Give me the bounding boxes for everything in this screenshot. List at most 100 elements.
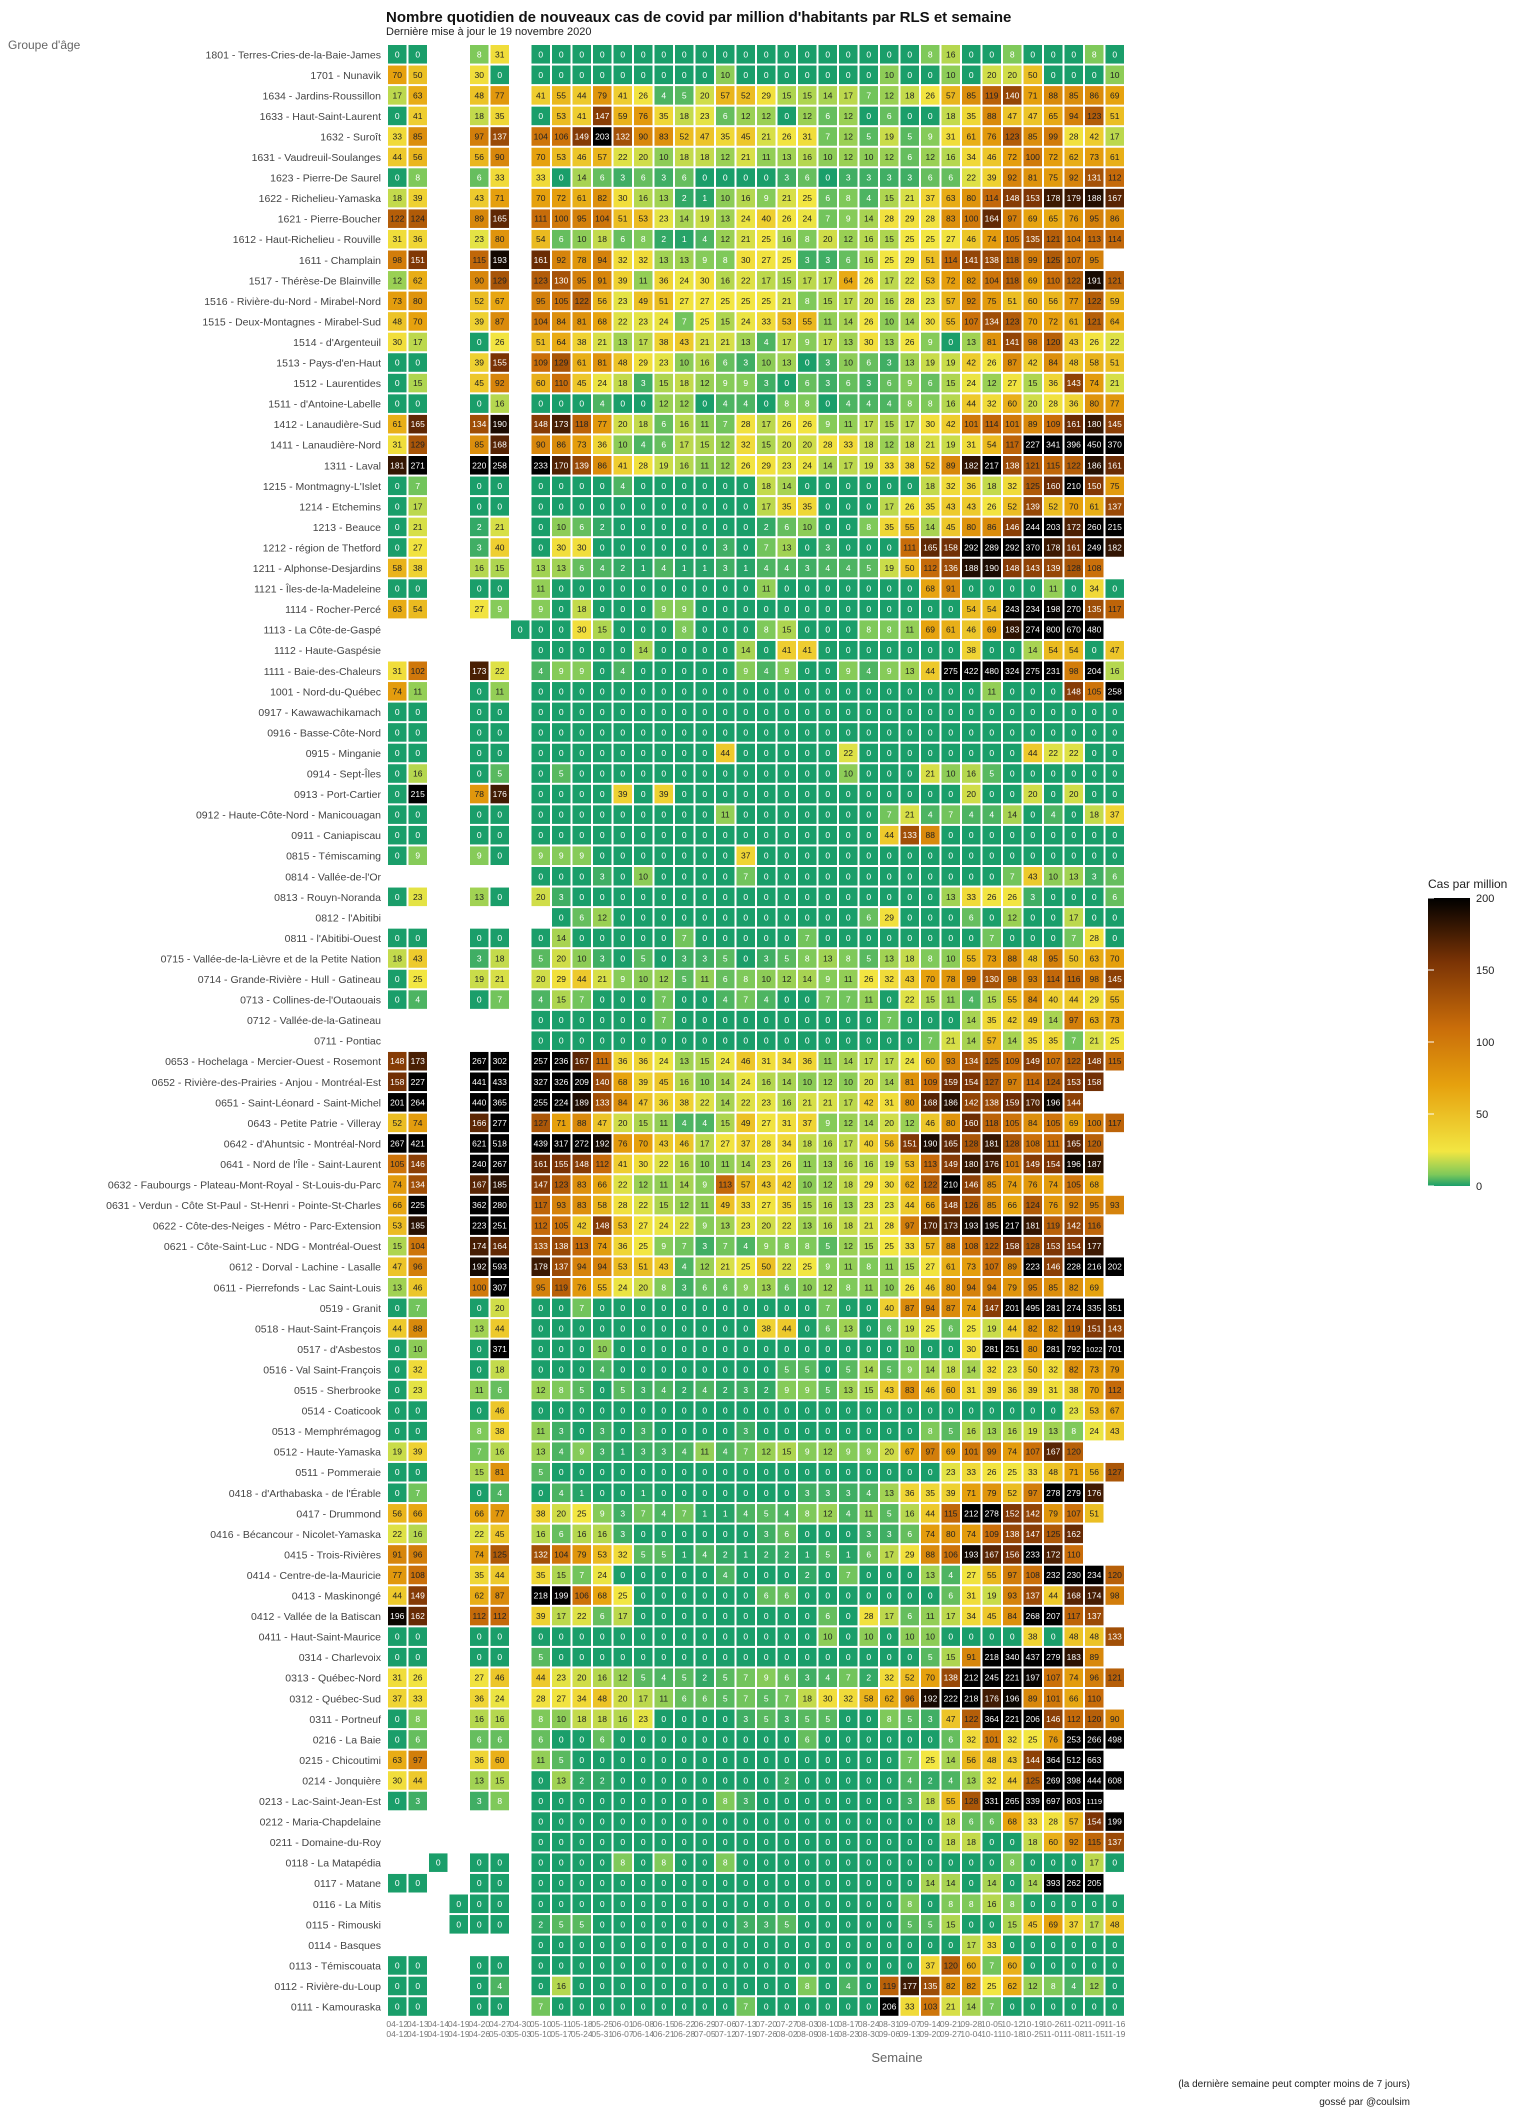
cell-value-label: 8 xyxy=(661,1282,666,1292)
cell-value-label: 21 xyxy=(700,337,710,347)
cell-value-label: 0 xyxy=(805,727,810,737)
cell-value-label: 9 xyxy=(784,1385,789,1395)
cell-value-label: 3 xyxy=(477,542,482,552)
cell-value-label: 42 xyxy=(577,1221,587,1231)
cell-value-label: 50 xyxy=(762,1262,772,1272)
cell-value-label: 113 xyxy=(923,1159,937,1169)
cell-value-label: 31 xyxy=(885,1097,895,1107)
cell-value-label: 0 xyxy=(641,501,646,511)
cell-value-label: 23 xyxy=(946,1467,956,1477)
heatmap-cell xyxy=(982,106,1001,126)
cell-value-label: 203 xyxy=(595,131,609,141)
cell-value-label: 74 xyxy=(1008,1180,1018,1190)
cell-value-label: 138 xyxy=(985,1097,999,1107)
cell-value-label: 251 xyxy=(1005,1344,1019,1354)
cell-value-label: 0 xyxy=(825,1406,830,1416)
cell-value-label: 124 xyxy=(1026,1200,1040,1210)
cell-value-label: 28 xyxy=(762,1138,772,1148)
cell-value-label: 0 xyxy=(559,645,564,655)
cell-value-label: 132 xyxy=(616,131,630,141)
cell-value-label: 0 xyxy=(948,871,953,881)
cell-value-label: 0 xyxy=(784,789,789,799)
cell-value-label: 0 xyxy=(887,1036,892,1046)
heatmap-cell xyxy=(634,45,653,64)
cell-value-label: 0 xyxy=(682,686,687,696)
cell-value-label: 43 xyxy=(967,501,977,511)
cell-value-label: 94 xyxy=(967,1282,977,1292)
cell-value-label: 0 xyxy=(702,686,707,696)
cell-value-label: 16 xyxy=(639,193,649,203)
cell-value-label: 17 xyxy=(413,501,423,511)
cell-value-label: 15 xyxy=(803,90,813,100)
cell-value-label: 148 xyxy=(390,1056,404,1066)
heatmap-cell xyxy=(818,250,837,270)
cell-value-label: 0 xyxy=(538,830,543,840)
cell-value-label: 0 xyxy=(702,666,707,676)
cell-value-label: 150 xyxy=(1087,481,1101,491)
cell-value-label: 189 xyxy=(575,1097,589,1107)
cell-value-label: 0 xyxy=(887,645,892,655)
heatmap-cell xyxy=(716,147,735,167)
cell-value-label: 244 xyxy=(1026,522,1040,532)
cell-value-label: 173 xyxy=(944,1221,958,1231)
cell-value-label: 29 xyxy=(905,255,915,265)
cell-value-label: 99 xyxy=(1028,255,1038,265)
cell-value-label: 4 xyxy=(600,1364,605,1374)
cell-value-label: 66 xyxy=(475,1508,485,1518)
cell-value-label: 0 xyxy=(743,1323,748,1333)
cell-value-label: 3 xyxy=(887,1529,892,1539)
heatmap-cell xyxy=(736,106,755,126)
cell-value-label: 0 xyxy=(723,912,728,922)
cell-value-label: 17 xyxy=(413,337,423,347)
cell-value-label: 0 xyxy=(743,1036,748,1046)
cell-value-label: 0 xyxy=(395,49,400,59)
cell-value-label: 8 xyxy=(805,953,810,963)
cell-value-label: 267 xyxy=(493,1159,507,1169)
cell-value-label: 27 xyxy=(680,296,690,306)
cell-value-label: 13 xyxy=(967,337,977,347)
cell-value-label: 5 xyxy=(620,1385,625,1395)
cell-value-label: 133 xyxy=(903,830,917,840)
cell-value-label: 38 xyxy=(967,645,977,655)
cell-value-label: 9 xyxy=(743,1282,748,1292)
heatmap-cell xyxy=(1105,65,1124,85)
cell-value-label: 0 xyxy=(415,1426,420,1436)
cell-value-label: 12 xyxy=(844,1118,854,1128)
cell-value-label: 0 xyxy=(661,522,666,532)
heatmap-cell xyxy=(1044,250,1063,270)
cell-value-label: 70 xyxy=(536,152,546,162)
cell-value-label: 69 xyxy=(1069,1118,1079,1128)
cell-value-label: 0 xyxy=(764,1570,769,1580)
cell-value-label: 8 xyxy=(682,625,687,635)
cell-value-label: 0 xyxy=(1092,748,1097,758)
cell-value-label: 0 xyxy=(928,1015,933,1025)
cell-value-label: 107 xyxy=(1026,1447,1040,1457)
cell-value-label: 183 xyxy=(1005,625,1019,635)
cell-value-label: 0 xyxy=(743,1344,748,1354)
heatmap-cell xyxy=(654,168,673,187)
cell-value-label: 0 xyxy=(600,645,605,655)
cell-value-label: 25 xyxy=(721,296,731,306)
heatmap-cell xyxy=(777,209,796,228)
row-label: 1612 - Haut-Richelieu - Rouville xyxy=(233,234,381,246)
cell-value-label: 0 xyxy=(969,49,974,59)
cell-value-label: 26 xyxy=(864,316,874,326)
cell-value-label: 4 xyxy=(682,1118,687,1128)
cell-value-label: 113 xyxy=(1087,234,1101,244)
cell-value-label: 148 xyxy=(595,1221,609,1231)
cell-value-label: 281 xyxy=(985,1344,999,1354)
cell-value-label: 52 xyxy=(1008,1488,1018,1498)
cell-value-label: 10 xyxy=(905,1344,915,1354)
cell-value-label: 4 xyxy=(661,1508,666,1518)
cell-value-label: 66 xyxy=(598,1180,608,1190)
cell-value-label: 3 xyxy=(805,563,810,573)
cell-value-label: 190 xyxy=(923,1138,937,1148)
cell-value-label: 34 xyxy=(967,152,977,162)
cell-value-label: 0 xyxy=(579,70,584,80)
cell-value-label: 80 xyxy=(946,1118,956,1128)
row-label: 1631 - Vaudreuil-Soulanges xyxy=(252,152,381,164)
heatmap-cell xyxy=(1023,229,1042,249)
cell-value-label: 145 xyxy=(1108,974,1122,984)
cell-value-label: 0 xyxy=(866,748,871,758)
cell-value-label: 94 xyxy=(577,1262,587,1272)
